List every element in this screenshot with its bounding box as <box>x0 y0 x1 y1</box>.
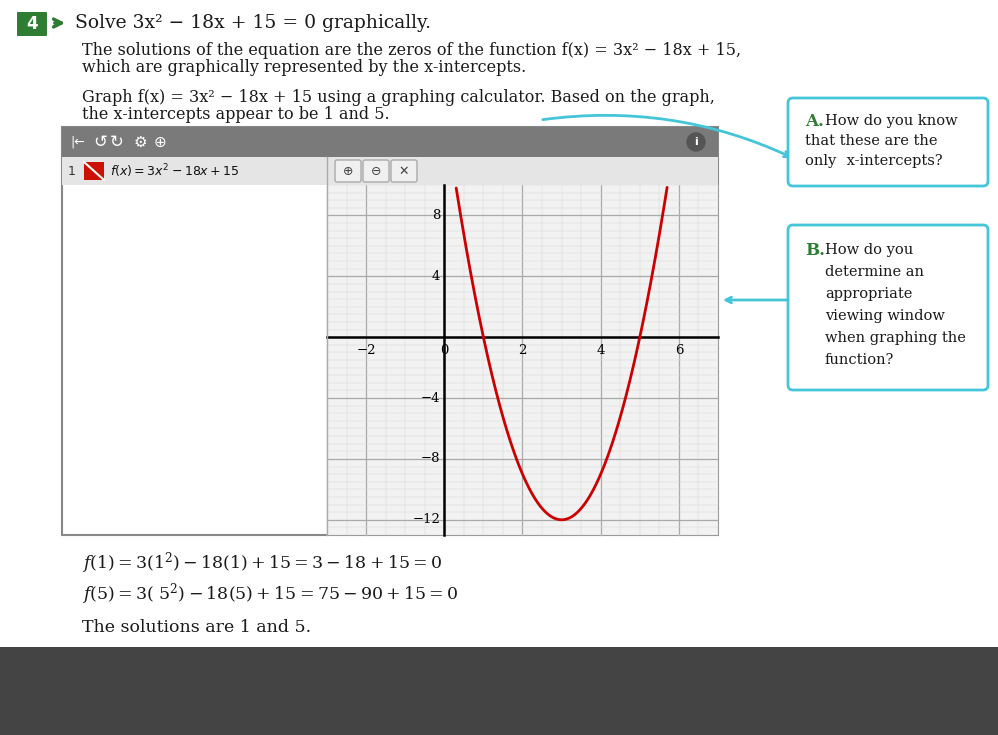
Text: −4: −4 <box>421 392 440 404</box>
FancyBboxPatch shape <box>0 647 998 735</box>
Text: The solutions of the equation are the zeros of the function f(x) = 3x² − 18x + 1: The solutions of the equation are the ze… <box>82 41 742 59</box>
FancyBboxPatch shape <box>17 12 47 36</box>
Text: −2: −2 <box>356 344 376 357</box>
FancyBboxPatch shape <box>391 160 417 182</box>
Text: only   x-intercepts?: only x-intercepts? <box>805 154 943 168</box>
Text: How do you know: How do you know <box>825 114 958 128</box>
Text: 6: 6 <box>675 344 684 357</box>
Text: −12: −12 <box>412 513 440 526</box>
FancyBboxPatch shape <box>363 160 389 182</box>
Text: 0: 0 <box>440 344 448 357</box>
Text: that these are the: that these are the <box>805 134 937 148</box>
Text: ⊕: ⊕ <box>342 165 353 177</box>
Text: function?: function? <box>825 353 894 367</box>
Text: ⚙: ⚙ <box>133 135 147 149</box>
Text: when graphing the: when graphing the <box>825 331 966 345</box>
Text: ↻: ↻ <box>110 133 124 151</box>
FancyBboxPatch shape <box>84 162 104 180</box>
Text: 4: 4 <box>432 270 440 283</box>
Text: appropriate: appropriate <box>825 287 912 301</box>
Text: The solutions are 1 and 5.: The solutions are 1 and 5. <box>82 618 311 636</box>
FancyBboxPatch shape <box>62 127 718 157</box>
Text: determine an: determine an <box>825 265 924 279</box>
Text: A.: A. <box>805 112 824 129</box>
Text: which are graphically represented by the x-intercepts.: which are graphically represented by the… <box>82 59 526 76</box>
Text: 8: 8 <box>432 209 440 222</box>
Circle shape <box>687 133 705 151</box>
FancyBboxPatch shape <box>62 157 718 185</box>
Text: −8: −8 <box>421 453 440 465</box>
Text: $f(1) = 3(1^2) - 18(1) + 15 = 3 - 18 + 15 = 0$: $f(1) = 3(1^2) - 18(1) + 15 = 3 - 18 + 1… <box>82 550 442 576</box>
Text: Solve 3x² − 18x + 15 = 0 graphically.: Solve 3x² − 18x + 15 = 0 graphically. <box>75 14 431 32</box>
Text: ↺: ↺ <box>93 133 107 151</box>
Text: the x-intercepts appear to be 1 and 5.: the x-intercepts appear to be 1 and 5. <box>82 106 389 123</box>
FancyBboxPatch shape <box>327 185 718 535</box>
Text: $f(5) = 3(\ 5^2) - 18(5) + 15 = 75 - 90 + 15 = 0$: $f(5) = 3(\ 5^2) - 18(5) + 15 = 75 - 90 … <box>82 581 459 607</box>
FancyBboxPatch shape <box>335 160 361 182</box>
FancyBboxPatch shape <box>788 98 988 186</box>
FancyBboxPatch shape <box>788 225 988 390</box>
Text: B.: B. <box>805 242 825 259</box>
Text: How do you: How do you <box>825 243 913 257</box>
Text: ⊖: ⊖ <box>370 165 381 177</box>
Text: $f(x) = 3x^2 - 18x + 15$: $f(x) = 3x^2 - 18x + 15$ <box>110 162 240 180</box>
Text: Graph f(x) = 3x² − 18x + 15 using a graphing calculator. Based on the graph,: Graph f(x) = 3x² − 18x + 15 using a grap… <box>82 88 715 106</box>
Text: ✕: ✕ <box>399 165 409 177</box>
Text: 4: 4 <box>26 15 38 33</box>
Text: ⊕: ⊕ <box>154 135 167 149</box>
Text: 1: 1 <box>68 165 76 177</box>
Text: 2: 2 <box>518 344 527 357</box>
Text: |←: |← <box>71 135 86 148</box>
Text: 4: 4 <box>597 344 605 357</box>
FancyBboxPatch shape <box>62 127 718 535</box>
Text: viewing window: viewing window <box>825 309 945 323</box>
Text: i: i <box>695 137 698 147</box>
